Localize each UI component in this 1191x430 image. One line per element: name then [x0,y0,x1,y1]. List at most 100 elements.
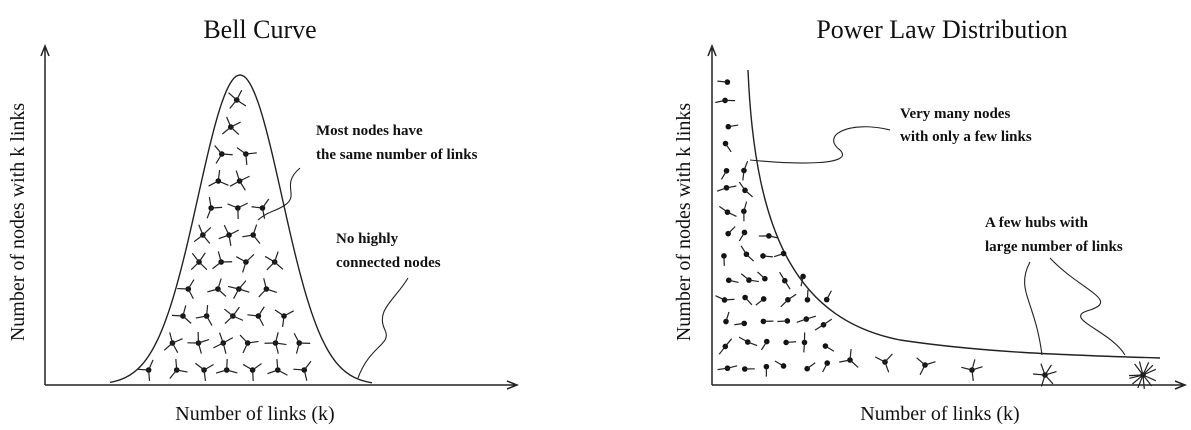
link [258,316,263,326]
link [265,256,274,262]
link [741,246,746,254]
link [240,181,246,190]
annotation: Very many nodes [900,106,1010,122]
link [785,281,790,289]
link [278,370,288,375]
link [236,257,246,262]
link [224,225,229,235]
node-icon [717,79,730,85]
node-icon [240,335,259,353]
link [1129,375,1143,376]
node-icon [780,272,791,289]
node-icon [247,307,264,326]
node-icon [207,197,222,218]
node-icon [774,251,786,257]
link [253,364,262,370]
node-icon [187,332,208,354]
node-icon [797,316,816,322]
link [229,230,239,235]
node-icon [265,332,287,353]
node-icon [209,170,229,186]
link [212,262,221,269]
link [304,361,311,370]
link [745,297,752,304]
link [253,370,254,381]
node-icon [917,358,936,375]
annotation: connected nodes [336,255,441,271]
link [259,289,267,297]
link [172,343,177,353]
node-icon [777,318,790,324]
node-icon [207,279,226,297]
link [728,226,735,233]
node-icon [236,254,254,272]
link [230,100,237,108]
link [240,176,250,181]
link [757,272,764,279]
link [741,274,749,280]
link [231,122,241,127]
panel-title: Power Law Distribution [816,15,1067,44]
node-icon [756,296,767,305]
link [850,360,858,367]
node-icon [781,294,796,307]
node-icon [761,319,774,325]
node-icon [961,359,982,381]
node-icon [138,360,153,381]
node-icon [760,253,773,259]
link [224,309,233,316]
node-icon [172,305,191,323]
link [194,235,203,242]
node-icon [170,359,188,379]
node-icon [742,295,752,305]
link [222,154,233,155]
link [213,343,223,348]
link [719,206,727,212]
link [229,93,237,100]
link [885,354,892,362]
link [222,127,230,134]
link [262,199,268,208]
node-icon [222,117,240,135]
link [238,203,248,208]
link [786,342,796,343]
y-axis-label: Number of nodes with k links [673,103,695,342]
node-icon [237,148,257,165]
link [275,262,283,269]
y-axis-label: Number of nodes with k links [7,103,29,342]
node-icon [213,333,232,354]
link [293,369,304,370]
node-icon [761,339,769,350]
x-axis-label: Number of links (k) [175,403,334,425]
link [775,361,784,366]
node-icon [741,246,754,261]
node-icon [1033,364,1056,387]
node-icon [741,274,759,283]
panel-title: Bell Curve [203,15,316,44]
node-icon [726,277,739,283]
link [1045,375,1053,384]
node-icon [196,305,212,326]
link [199,262,207,270]
node-icon [741,202,747,222]
link [234,289,239,299]
node-icon [783,340,796,346]
link [721,171,726,180]
node-icon [191,253,207,270]
figure: Bell Curve Number of nodes with k links … [0,0,1191,430]
annotation: Most nodes have [316,123,423,139]
link [746,254,753,261]
link [294,333,299,343]
link [192,253,199,262]
node-icon [719,339,731,355]
node-icon [725,226,735,236]
node-icon [734,321,747,327]
link [230,181,240,186]
node-icon [293,361,311,380]
node-icon [721,253,727,266]
link [218,289,226,296]
node-icon [228,203,248,219]
link [920,365,925,375]
link [780,272,785,281]
annotation: A few hubs with [985,215,1089,231]
